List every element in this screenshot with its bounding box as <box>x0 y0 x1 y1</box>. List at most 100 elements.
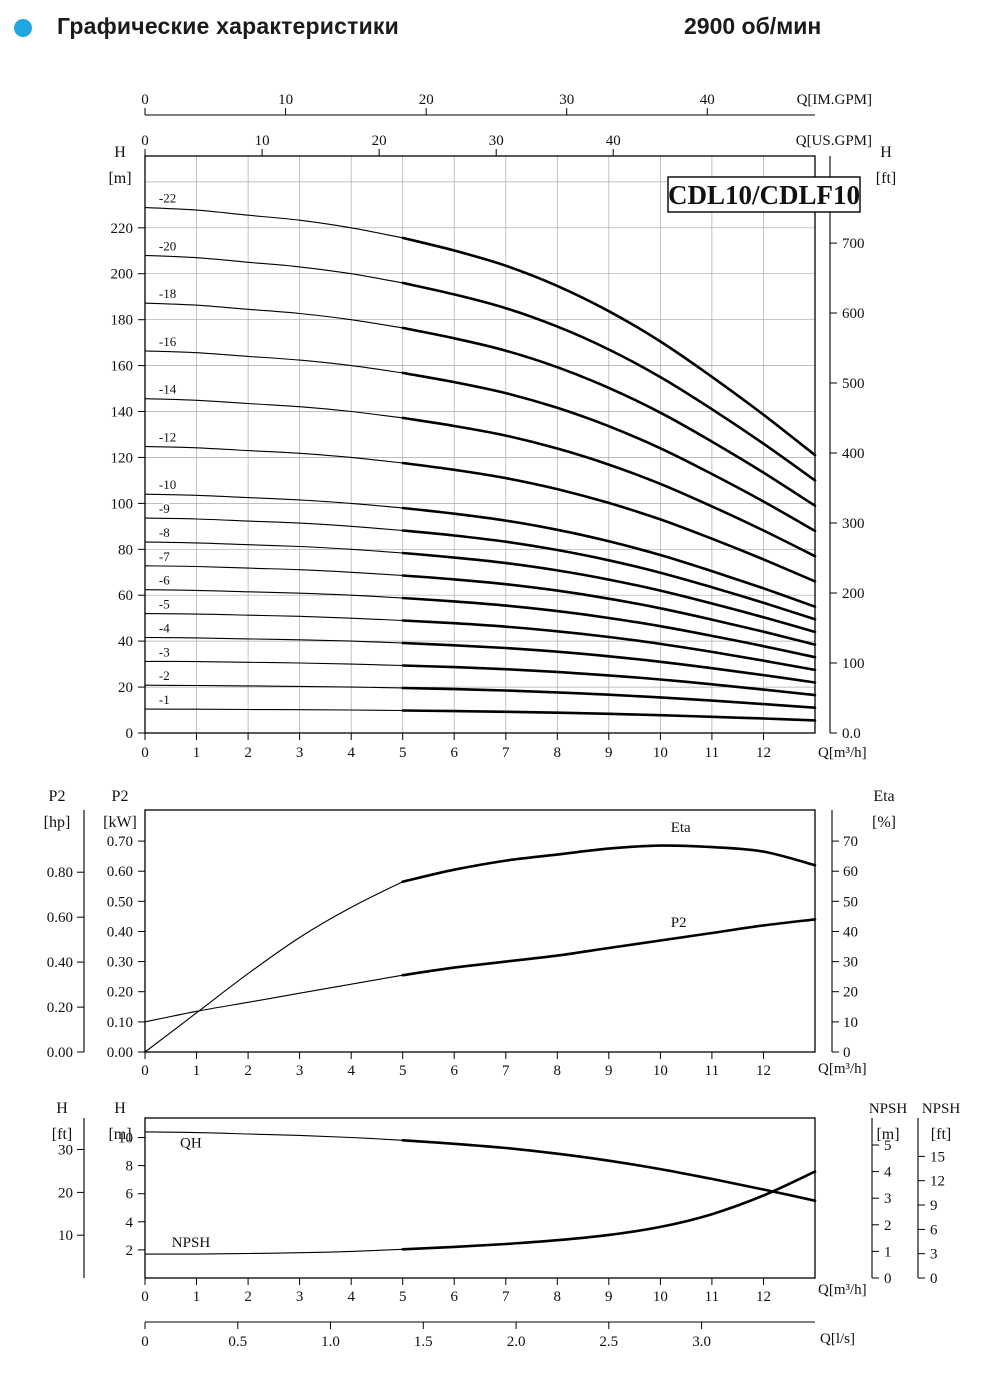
tick-label: 5 <box>399 1063 407 1079</box>
curve-stage-14 <box>401 416 817 558</box>
tick-label: 20 <box>372 133 387 149</box>
chart-title: CDL10/CDLF10 <box>668 180 860 210</box>
tick-label: 60 <box>118 588 133 604</box>
tick-label: 8 <box>554 745 562 761</box>
curve-stage-8 <box>401 551 817 634</box>
curve-NPSH <box>401 1170 817 1251</box>
tick-label: 0.0 <box>842 726 861 742</box>
axis-title: H <box>56 1100 68 1117</box>
tick-label: 0.00 <box>107 1045 133 1061</box>
tick-label: 4 <box>884 1165 892 1181</box>
curve-stage-7 <box>401 574 817 646</box>
tick-label: 0 <box>141 1289 149 1305</box>
tick-label: 10 <box>653 1289 668 1305</box>
curve-stage-12 <box>401 461 817 583</box>
tick-label: 5 <box>399 745 407 761</box>
tick-label: 10 <box>653 1063 668 1079</box>
curve-stage-4-thin <box>144 636 404 644</box>
tick-label: 4 <box>347 1063 355 1079</box>
tick-label: 60 <box>843 864 858 880</box>
tick-label: 2.0 <box>507 1334 526 1350</box>
axis-title: [m] <box>108 1126 131 1143</box>
tick-label: 140 <box>111 405 134 421</box>
page-title: Графические характеристики <box>57 13 399 39</box>
curve-stage-12-thin <box>144 445 404 464</box>
tick-label: 20 <box>419 92 434 108</box>
tick-label: 3.0 <box>692 1334 711 1350</box>
tick-label: 3 <box>296 1063 304 1079</box>
tick-label: 30 <box>843 955 858 971</box>
tick-label: 3 <box>884 1191 892 1207</box>
curve-stage-22 <box>401 236 817 457</box>
curve-stage-22-thin <box>144 207 404 239</box>
stage-label: -22 <box>159 191 176 206</box>
tick-label: 1 <box>884 1244 892 1260</box>
curve-QH <box>401 1139 817 1202</box>
stage-label: -12 <box>159 429 176 444</box>
axis-title: [m] <box>108 170 131 187</box>
stage-label: -1 <box>159 692 170 707</box>
tick-label: 1.5 <box>414 1334 433 1350</box>
tick-label: 0.10 <box>107 1015 133 1031</box>
stage-label: -14 <box>159 382 177 397</box>
tick-label: 0.30 <box>107 955 133 971</box>
axis-title: [ft] <box>52 1126 72 1143</box>
tick-label: 10 <box>278 92 293 108</box>
tick-label: 0 <box>843 1045 851 1061</box>
curve-stage-9-thin <box>144 517 404 532</box>
tick-label: 12 <box>930 1174 945 1190</box>
stage-label: -9 <box>159 501 170 516</box>
tick-label: 70 <box>843 834 858 850</box>
stage-label: -6 <box>159 573 170 588</box>
tick-label: 120 <box>111 450 134 466</box>
tick-label: 40 <box>606 133 621 149</box>
tick-label: 20 <box>58 1185 73 1201</box>
tick-label: 2.5 <box>599 1334 618 1350</box>
tick-label: 1.0 <box>321 1334 340 1350</box>
axis-title: [kW] <box>103 814 137 831</box>
curve-stage-7-thin <box>144 565 404 577</box>
tick-label: 4 <box>347 1289 355 1305</box>
axis-title: [%] <box>872 814 896 831</box>
tick-label: 15 <box>930 1149 945 1165</box>
curve-QH-thin <box>144 1131 404 1141</box>
axis-title: H <box>114 1100 126 1117</box>
tick-label: 4 <box>347 745 355 761</box>
tick-label: 10 <box>118 1131 133 1147</box>
curve-stage-10 <box>401 506 817 608</box>
chart-title-box <box>667 176 861 213</box>
axis-title: Q[IM.GPM] <box>797 92 872 108</box>
series-label: NPSH <box>172 1235 211 1251</box>
axis-title: [hp] <box>44 814 71 831</box>
tick-label: 200 <box>111 267 134 283</box>
curve-stage-16 <box>401 371 817 533</box>
tick-label: 80 <box>118 542 133 558</box>
tick-label: 1 <box>193 1289 201 1305</box>
tick-label: 6 <box>450 1289 458 1305</box>
curve-stage-5-thin <box>144 613 404 622</box>
tick-label: 700 <box>842 236 865 252</box>
tick-label: 6 <box>126 1187 134 1203</box>
tick-label: 0 <box>884 1271 892 1287</box>
axis-title: P2 <box>112 788 129 805</box>
tick-label: 0 <box>930 1271 938 1287</box>
curve-stage-5 <box>401 619 817 672</box>
tick-label: 0.40 <box>47 955 73 971</box>
curve-NPSH-thin <box>144 1248 404 1255</box>
tick-label: 9 <box>605 1289 613 1305</box>
tick-label: 9 <box>930 1198 938 1214</box>
tick-label: 0 <box>141 1334 149 1350</box>
tick-label: 5 <box>399 1289 407 1305</box>
tick-label: 600 <box>842 306 865 322</box>
tick-label: 2 <box>244 1063 252 1079</box>
curve-stage-6-thin <box>144 589 404 599</box>
tick-label: 40 <box>843 925 858 941</box>
axis-title: H <box>114 144 126 161</box>
tick-label: 1 <box>193 1063 201 1079</box>
tick-label: 400 <box>842 446 865 462</box>
tick-label: 10 <box>255 133 270 149</box>
tick-label: 10 <box>843 1015 858 1031</box>
curve-stage-20 <box>401 281 817 482</box>
tick-label: 6 <box>450 745 458 761</box>
